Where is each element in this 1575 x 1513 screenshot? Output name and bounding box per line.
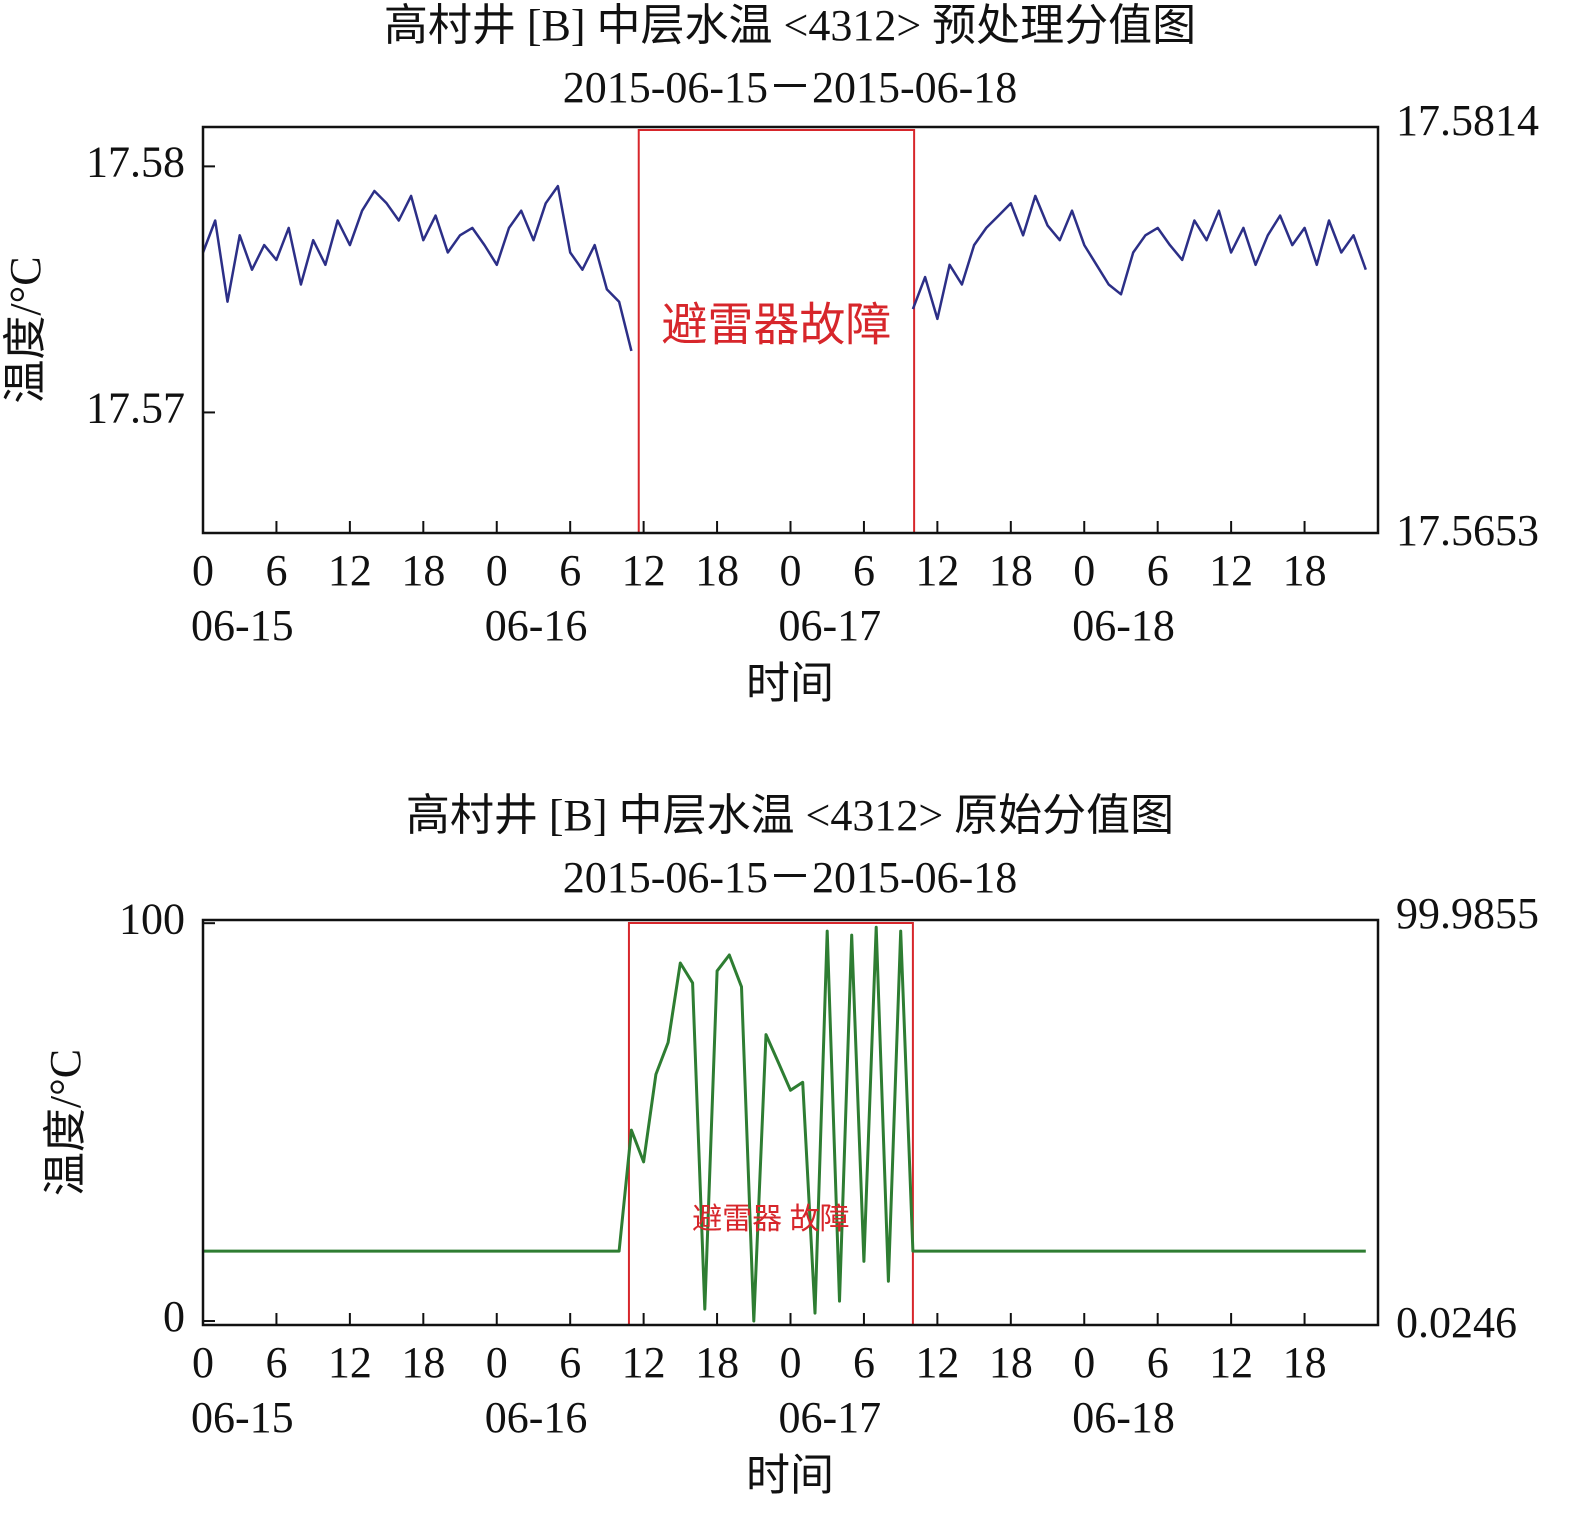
x-tick-label: 18 <box>695 1338 739 1387</box>
right-top-label: 99.9855 <box>1396 889 1539 938</box>
x-tick-label: 0 <box>192 546 214 595</box>
x-day-label: 06-17 <box>779 1393 882 1442</box>
x-tick-label: 18 <box>401 1338 445 1387</box>
data-line <box>203 925 1366 1323</box>
x-day-label: 06-15 <box>191 1393 294 1442</box>
x-tick-label: 6 <box>265 546 287 595</box>
x-tick-label: 0 <box>780 1338 802 1387</box>
right-top-label: 17.5814 <box>1396 96 1539 145</box>
y-axis-label: 温度/°C <box>1 256 50 403</box>
x-tick-label: 6 <box>1147 1338 1169 1387</box>
x-day-label: 06-16 <box>485 601 588 650</box>
x-tick-label: 18 <box>1283 546 1327 595</box>
right-bottom-label: 17.5653 <box>1396 506 1539 555</box>
x-tick-label: 18 <box>401 546 445 595</box>
chart-title: 高村井 [B] 中层水温 <4312> 预处理分值图 <box>384 1 1196 50</box>
x-tick-label: 12 <box>915 546 959 595</box>
x-day-label: 06-16 <box>485 1393 588 1442</box>
plot-frame <box>201 918 1380 1327</box>
x-day-label: 06-15 <box>191 601 294 650</box>
x-tick-label: 12 <box>328 1338 372 1387</box>
chart-subtitle: 2015-06-15－2015-06-18 <box>563 853 1018 902</box>
x-tick-label: 12 <box>622 1338 666 1387</box>
x-axis-label: 时间 <box>746 1451 834 1500</box>
x-tick-label: 18 <box>989 1338 1033 1387</box>
x-tick-label: 18 <box>1283 1338 1327 1387</box>
y-tick-label: 17.57 <box>86 384 185 433</box>
x-tick-label: 6 <box>853 546 875 595</box>
x-tick-label: 6 <box>1147 546 1169 595</box>
right-bottom-label: 0.0246 <box>1396 1298 1517 1347</box>
x-tick-label: 12 <box>328 546 372 595</box>
x-day-label: 06-18 <box>1072 601 1175 650</box>
fault-annotation: 避雷器故障 <box>661 300 891 351</box>
chart-title: 高村井 [B] 中层水温 <4312> 原始分值图 <box>406 791 1174 840</box>
data-line <box>201 184 1367 352</box>
x-tick-label: 6 <box>265 1338 287 1387</box>
x-tick-label: 0 <box>486 1338 508 1387</box>
x-tick-label: 0 <box>1073 1338 1095 1387</box>
x-axis-label: 时间 <box>746 659 834 708</box>
chart-subtitle: 2015-06-15－2015-06-18 <box>563 63 1018 112</box>
x-tick-label: 12 <box>915 1338 959 1387</box>
x-tick-label: 6 <box>853 1338 875 1387</box>
y-tick-label: 17.58 <box>86 137 185 186</box>
x-tick-label: 0 <box>486 546 508 595</box>
x-day-label: 06-17 <box>779 601 882 650</box>
y-axis-label: 温度/°C <box>41 1049 90 1196</box>
x-tick-label: 6 <box>559 1338 581 1387</box>
x-tick-label: 12 <box>622 546 666 595</box>
x-tick-label: 0 <box>192 1338 214 1387</box>
x-day-label: 06-18 <box>1072 1393 1175 1442</box>
x-tick-label: 6 <box>559 546 581 595</box>
x-tick-label: 12 <box>1209 1338 1253 1387</box>
fault-annotation: 避雷器 故障 <box>692 1203 850 1236</box>
y-tick-label: 100 <box>119 894 185 943</box>
x-tick-label: 12 <box>1209 546 1253 595</box>
y-tick-label: 0 <box>163 1292 185 1341</box>
x-tick-label: 18 <box>989 546 1033 595</box>
x-tick-label: 0 <box>1073 546 1095 595</box>
x-tick-label: 0 <box>780 546 802 595</box>
x-tick-label: 18 <box>695 546 739 595</box>
